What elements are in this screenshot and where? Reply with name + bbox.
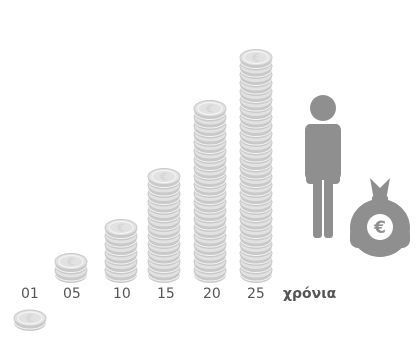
svg-text:€: € [159, 171, 168, 184]
coin-stacks: € € € € € € [13, 49, 273, 331]
svg-text:€: € [251, 52, 260, 65]
euro-coin-icon: € [104, 219, 138, 241]
year-label-10: 10 [113, 286, 131, 302]
year-label-25: 25 [247, 286, 265, 302]
euro-coin-icon: € [54, 253, 88, 275]
svg-text:€: € [205, 103, 214, 116]
euro-coin-icon: € [13, 309, 47, 331]
svg-text:€: € [66, 256, 75, 269]
year-label-20: 20 [203, 286, 221, 302]
unit-label: χρόνια [283, 286, 337, 302]
euro-coin-icon: € [147, 168, 181, 190]
svg-text:€: € [373, 218, 386, 238]
year-label-01: 01 [21, 286, 39, 302]
svg-text:€: € [116, 222, 125, 235]
euro-coin-icon: € [193, 100, 227, 122]
year-label-15: 15 [157, 286, 175, 302]
euro-coin-icon: € [239, 49, 273, 71]
euro-money-bag-icon: € [350, 178, 410, 257]
year-label-05: 05 [63, 286, 81, 302]
svg-text:€: € [25, 312, 34, 325]
person-icon [305, 95, 341, 238]
